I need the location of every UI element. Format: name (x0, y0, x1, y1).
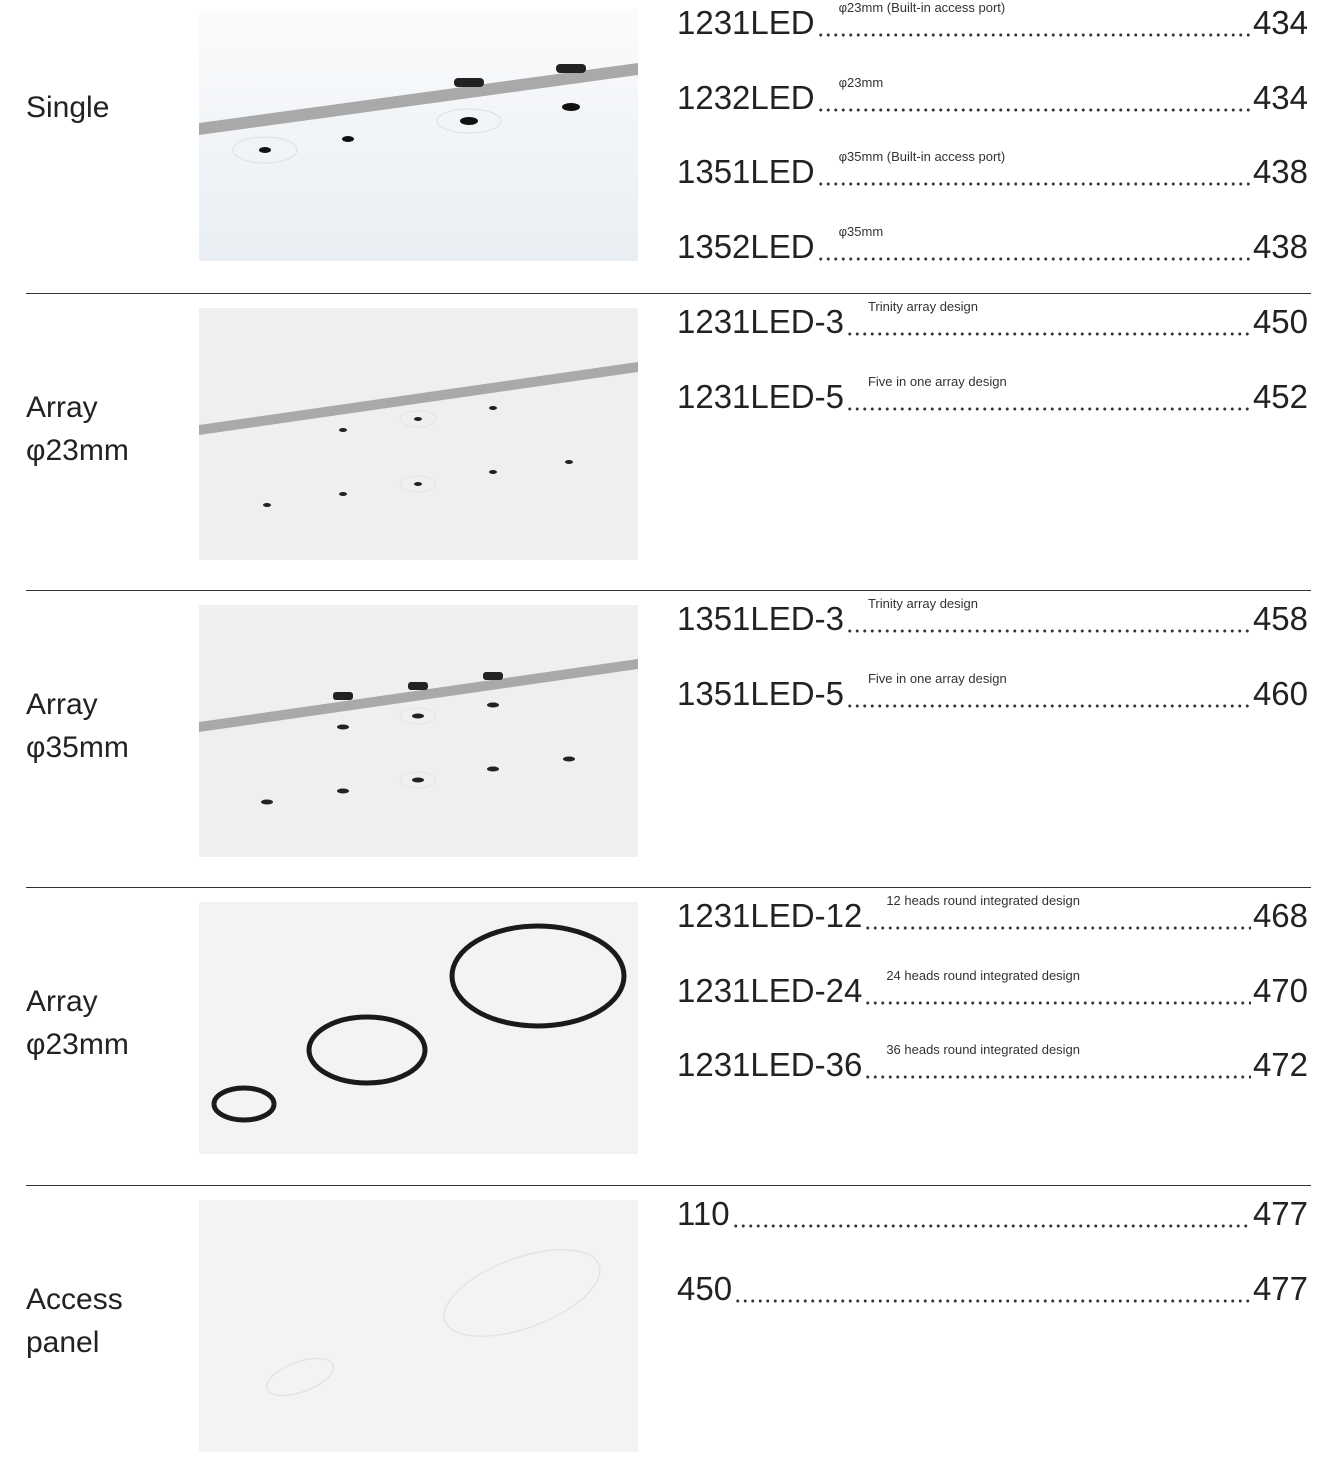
entry-code: 1231LED-5 (677, 377, 844, 415)
leader (731, 1194, 1251, 1234)
section: Array φ23mm 1231LED-12 12 heads round integ… (0, 887, 1344, 1184)
label-line: panel (26, 1326, 100, 1359)
entry-code: 1231LED-36 (677, 1046, 863, 1083)
entry-note: φ35mm (Built-in access port) (838, 149, 1006, 164)
label-line: Array (26, 985, 98, 1018)
section-label: Array φ35mm (26, 683, 129, 769)
section: Array φ23mm 1231LED-3 Trinity array design 4… (0, 293, 1344, 590)
entry-code: 1352LED (677, 227, 815, 265)
leader: Trinity array design (845, 299, 1251, 342)
entry-code: 110 (677, 1195, 730, 1232)
page-number: 438 (1252, 153, 1308, 190)
entry: 1352LED φ35mm 438 (677, 223, 1308, 267)
entry: 1351LED-5 Five in one array design 460 (677, 670, 1308, 714)
entry: 450 477 (677, 1268, 1308, 1309)
entry-code: 1232LED (677, 78, 815, 116)
entry-note: Five in one array design (867, 373, 1007, 389)
section-label: Single (26, 86, 109, 129)
entry-note: φ35mm (838, 223, 884, 239)
section: Access panel 110 477 450 477 (0, 1185, 1344, 1482)
entry: 1231LED-5 Five in one array design 452 (677, 373, 1308, 417)
entry-code: 1351LED-3 (677, 600, 844, 637)
label-line: Single (26, 91, 110, 124)
entry: 1231LED-24 24 heads round integrated desi… (677, 967, 1308, 1011)
label-line: Array (26, 688, 98, 721)
leader: φ35mm (Built-in access port) (816, 149, 1251, 192)
product-image (199, 308, 638, 560)
page-number: 452 (1252, 377, 1308, 415)
page-number: 438 (1252, 227, 1308, 265)
entry-note: φ23mm (Built-in access port) (838, 0, 1006, 15)
entry-code: 1231LED (677, 4, 815, 41)
leader (734, 1268, 1251, 1309)
leader: φ35mm (816, 223, 1251, 267)
entry: 1231LED-12 12 heads round integrated desi… (677, 893, 1308, 936)
entry-note: 36 heads round integrated design (886, 1042, 1081, 1057)
product-image (199, 605, 638, 857)
entry: 110 477 (677, 1194, 1308, 1234)
label-line: φ23mm (26, 1028, 129, 1061)
leader: 24 heads round integrated design (864, 967, 1251, 1011)
product-image (199, 902, 638, 1154)
leader: φ23mm (816, 74, 1251, 118)
entry: 1231LED φ23mm (Built-in access port) 434 (677, 0, 1308, 43)
section: Array φ35mm 1351LED-3 Trinity array design 4… (0, 590, 1344, 887)
page-number: 472 (1252, 1046, 1308, 1083)
divider (26, 590, 1311, 591)
section-label: Access panel (26, 1278, 123, 1364)
entry: 1232LED φ23mm 434 (677, 74, 1308, 118)
entry: 1351LED φ35mm (Built-in access port) 438 (677, 149, 1308, 192)
entry: 1351LED-3 Trinity array design 458 (677, 596, 1308, 639)
entry-note: 24 heads round integrated design (886, 967, 1081, 983)
page-number: 477 (1252, 1269, 1308, 1307)
entry-note: φ23mm (838, 74, 884, 90)
entry-note: Five in one array design (867, 670, 1007, 686)
entry-note: Trinity array design (867, 299, 979, 314)
leader: 12 heads round integrated design (864, 893, 1251, 936)
page-number: 470 (1252, 971, 1308, 1009)
page-number: 458 (1252, 600, 1308, 637)
label-line: Access (26, 1283, 123, 1316)
entry-note: 12 heads round integrated design (886, 893, 1081, 908)
page-number: 468 (1252, 897, 1308, 934)
page-number: 450 (1252, 303, 1308, 340)
page-number: 477 (1252, 1195, 1308, 1232)
label-line: Array (26, 391, 98, 424)
leader: 36 heads round integrated design (864, 1042, 1251, 1085)
label-line: φ35mm (26, 731, 129, 764)
product-image (199, 9, 638, 261)
page-number: 434 (1252, 4, 1308, 41)
section-label: Array φ23mm (26, 980, 129, 1066)
leader: Trinity array design (845, 596, 1251, 639)
leader: φ23mm (Built-in access port) (816, 0, 1251, 43)
divider (26, 1185, 1311, 1186)
entry-code: 1231LED-3 (677, 303, 844, 340)
entry-code: 1351LED (677, 153, 815, 190)
entry-note: Trinity array design (867, 596, 979, 611)
entry-code: 450 (677, 1269, 733, 1307)
entry-code: 1231LED-24 (677, 971, 863, 1009)
leader: Five in one array design (845, 373, 1251, 417)
divider (26, 887, 1311, 888)
page-number: 460 (1252, 674, 1308, 712)
label-line: φ23mm (26, 434, 129, 467)
section-label: Array φ23mm (26, 386, 129, 472)
product-image (199, 1200, 638, 1452)
entry-code: 1231LED-12 (677, 897, 863, 934)
catalog-page: Single 1231LED φ23mm (Built-in access port… (0, 0, 1344, 1452)
leader: Five in one array design (845, 670, 1251, 714)
section: Single 1231LED φ23mm (Built-in access port… (0, 0, 1344, 291)
entry-code: 1351LED-5 (677, 674, 844, 712)
entry: 1231LED-3 Trinity array design 450 (677, 299, 1308, 342)
page-number: 434 (1252, 78, 1308, 116)
entry: 1231LED-36 36 heads round integrated desi… (677, 1042, 1308, 1085)
divider (26, 293, 1311, 294)
